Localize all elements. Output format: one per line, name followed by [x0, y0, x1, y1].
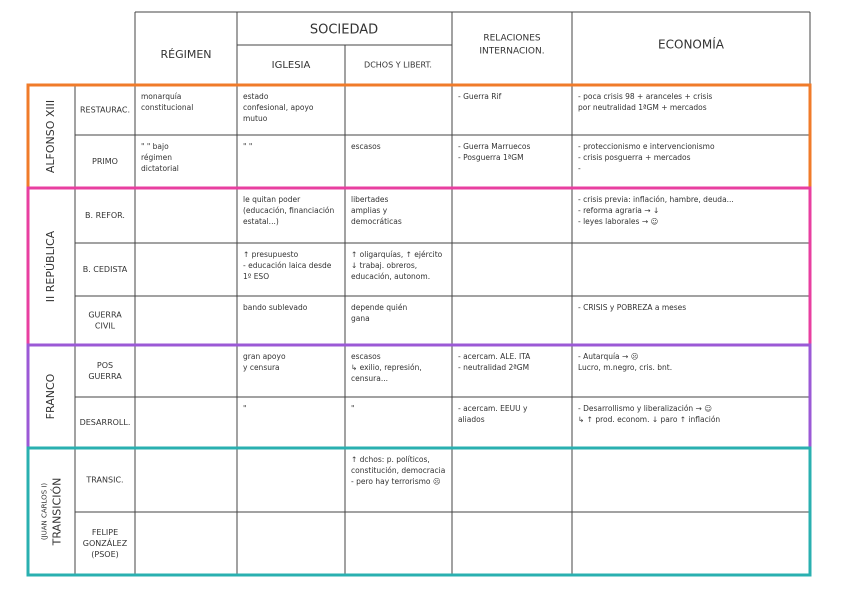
row-label: RESTAURAC.	[80, 106, 130, 115]
cell-text: - Posguerra 1ªGM	[458, 153, 524, 162]
cell-text: le quitan poder	[243, 195, 301, 204]
cell-text: dictatorial	[141, 164, 179, 173]
cell-text: - pero hay terrorismo ☹	[351, 477, 441, 486]
cell-text: ↑ presupuesto	[243, 250, 299, 259]
group-label: TRANSICIÓN	[51, 478, 64, 547]
cell-text: " " bajo	[141, 142, 169, 151]
cell-text: (educación, financiación	[243, 206, 335, 215]
row-label: GONZÁLEZ	[83, 537, 128, 548]
cell-text: escasos	[351, 352, 381, 361]
cell-text: -	[578, 164, 581, 173]
cell-text: "	[243, 404, 246, 413]
cell-text: - neutralidad 2ªGM	[458, 363, 529, 372]
cell-text: gran apoyo	[243, 352, 286, 361]
cell-text: - Desarrollismo y liberalización → ☺	[578, 404, 712, 413]
header-relaciones: RELACIONES	[483, 34, 541, 44]
group-border	[26, 446, 812, 577]
group-label: ALFONSO XIII	[44, 100, 57, 173]
group-label: (JUAN CARLOS I)	[41, 483, 49, 541]
row-label: DESARROLL.	[80, 418, 131, 427]
row-label: B. CEDISTA	[83, 265, 128, 274]
cell-text: ↑ oligarquías, ↑ ejército	[351, 250, 443, 259]
cell-text: - CRISIS y POBREZA a meses	[578, 303, 686, 312]
cell-text: aliados	[458, 415, 485, 424]
header-derechos: DCHOS Y LIBERT.	[364, 61, 432, 70]
cell-text: libertades	[351, 195, 389, 204]
row-label: CIVIL	[95, 322, 116, 331]
cell-text: - poca crisis 98 + aranceles + crisis	[578, 92, 712, 101]
cell-text: amplias y	[351, 206, 388, 215]
group-label: II REPÚBLICA	[44, 230, 57, 302]
header-iglesia: IGLESIA	[272, 60, 311, 71]
header-relaciones: INTERNACION.	[479, 47, 544, 57]
cell-text: y censura	[243, 363, 280, 372]
cell-text: - crisis posguerra + mercados	[578, 153, 691, 162]
cell-text: ↳ exilio, represión,	[351, 363, 422, 372]
cell-text: - proteccionismo e intervencionismo	[578, 142, 715, 151]
cell-text: ↑ dchos: p. políticos,	[351, 455, 430, 464]
cell-text: mutuo	[243, 114, 268, 123]
cell-text: constitucional	[141, 103, 193, 112]
cell-text: estatal...)	[243, 217, 279, 226]
cell-text: - acercam. EEUU y	[458, 404, 528, 413]
cell-text: depende quién	[351, 303, 407, 312]
cell-text: - Guerra Marruecos	[458, 142, 530, 151]
cell-text: monarquía	[141, 92, 181, 101]
cell-text: - educación laica desde	[243, 261, 332, 270]
cell-text: " "	[243, 142, 252, 151]
cell-text: estado	[243, 92, 269, 101]
cell-text: bando sublevado	[243, 303, 308, 312]
cell-text: ↳ ↑ prod. econom. ↓ paro ↑ inflación	[578, 415, 720, 424]
cell-text: democráticas	[351, 217, 402, 226]
header-regimen: RÉGIMEN	[160, 48, 211, 61]
group-label: FRANCO	[44, 373, 57, 419]
cell-text: por neutralidad 1ªGM + mercados	[578, 103, 707, 112]
row-label: TRANSIC.	[85, 476, 123, 485]
cell-text: confesional, apoyo	[243, 103, 314, 112]
row-label: FELIPE	[92, 528, 118, 537]
cell-text: - Autarquía → ☹	[578, 352, 639, 361]
row-label: GUERRA	[88, 311, 122, 320]
cell-text: - acercam. ALE. ITA	[458, 352, 531, 361]
row-label: (PSOE)	[91, 550, 119, 559]
cell-text: - reforma agraria → ↓	[578, 206, 659, 215]
cell-text: "	[351, 404, 354, 413]
cell-text: - Guerra Rif	[458, 92, 502, 101]
cell-text: educación, autonom.	[351, 272, 430, 281]
row-label: POS	[97, 361, 113, 370]
cell-text: escasos	[351, 142, 381, 151]
cell-text: constitución, democracia	[351, 466, 445, 475]
row-label: B. REFOR.	[85, 211, 125, 220]
cell-text: ↓ trabaj. obreros,	[351, 261, 417, 270]
cell-text: gana	[351, 314, 370, 323]
cell-text: - crisis previa: inflación, hambre, deud…	[578, 195, 734, 204]
group-border	[26, 186, 812, 347]
header-sociedad: SOCIEDAD	[310, 23, 378, 38]
cell-text: régimen	[141, 153, 172, 162]
row-label: GUERRA	[88, 372, 122, 381]
row-label: PRIMO	[92, 157, 118, 166]
cell-text: Lucro, m.negro, cris. bnt.	[578, 363, 672, 372]
cell-text: censura...	[351, 374, 388, 383]
header-economia: ECONOMÍA	[658, 37, 725, 52]
cell-text: 1º ESO	[243, 272, 269, 281]
cell-text: - leyes laborales → ☺	[578, 217, 658, 226]
